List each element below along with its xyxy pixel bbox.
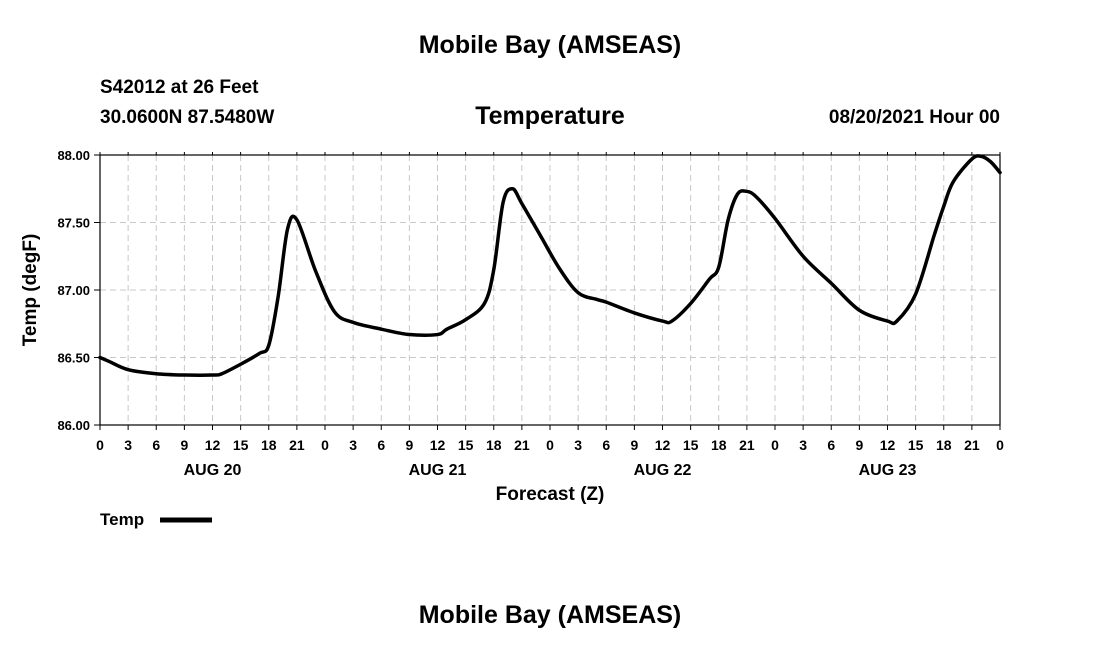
y-axis: 86.00 86.50 87.00 87.50 88.00 xyxy=(57,148,100,433)
day-label: AUG 22 xyxy=(634,462,692,479)
x-tick-label: 12 xyxy=(205,437,221,453)
y-axis-label: Temp (degF) xyxy=(20,234,41,347)
x-axis-label: Forecast (Z) xyxy=(496,484,605,505)
x-tick-label: 15 xyxy=(908,437,924,453)
x-tick-label: 18 xyxy=(936,437,952,453)
x-tick-label: 9 xyxy=(405,437,413,453)
x-tick-label: 3 xyxy=(574,437,582,453)
x-tick-label: 0 xyxy=(321,437,329,453)
grid-lines xyxy=(100,155,1000,425)
x-tick-label: 0 xyxy=(771,437,779,453)
x-tick-label: 6 xyxy=(827,437,835,453)
x-tick-label: 15 xyxy=(233,437,249,453)
x-tick-label: 9 xyxy=(855,437,863,453)
x-tick-label: 3 xyxy=(799,437,807,453)
legend-label: Temp xyxy=(100,510,145,529)
series-group xyxy=(98,154,1002,377)
x-tick-label: 9 xyxy=(180,437,188,453)
x-tick-label: 21 xyxy=(514,437,530,453)
station-coordinates: 30.0600N 87.5480W xyxy=(100,107,275,128)
x-tick-label: 21 xyxy=(739,437,755,453)
variable-title: Temperature xyxy=(475,102,625,130)
page-title: Mobile Bay (AMSEAS) xyxy=(418,31,682,59)
run-time: 08/20/2021 Hour 00 xyxy=(828,107,1000,128)
y-tick-label: 86.00 xyxy=(57,418,90,433)
day-label: AUG 21 xyxy=(409,462,467,479)
x-tick-label: 6 xyxy=(152,437,160,453)
x-tick-label: 3 xyxy=(349,437,357,453)
y-tick-label: 88.00 xyxy=(57,148,90,163)
x-tick-label: 15 xyxy=(458,437,474,453)
x-tick-label: 21 xyxy=(964,437,980,453)
x-tick-label: 0 xyxy=(996,437,1004,453)
x-tick-label: 18 xyxy=(711,437,727,453)
x-tick-label: 12 xyxy=(430,437,446,453)
x-tick-label: 6 xyxy=(377,437,385,453)
x-tick-label: 12 xyxy=(655,437,671,453)
y-tick-label: 87.50 xyxy=(57,216,90,231)
x-axis: 0 3 6 9 12 15 18 21 0 3 6 9 12 15 18 21 0 3 6 9 12 15 18 21 0 3 6 9… xyxy=(96,152,1004,479)
footer-title: Mobile Bay (AMSEAS) xyxy=(418,601,682,629)
x-tick-label: 15 xyxy=(683,437,699,453)
x-tick-label: 0 xyxy=(96,437,104,453)
day-label: AUG 20 xyxy=(184,462,242,479)
y-tick-label: 87.00 xyxy=(57,283,90,298)
x-tick-label: 3 xyxy=(124,437,132,453)
day-label: AUG 23 xyxy=(859,462,917,479)
x-tick-label: 6 xyxy=(602,437,610,453)
x-tick-label: 18 xyxy=(261,437,277,453)
series-line-temp xyxy=(98,154,1002,377)
x-tick-label: 21 xyxy=(289,437,305,453)
x-tick-label: 9 xyxy=(630,437,638,453)
x-tick-label: 0 xyxy=(546,437,554,453)
y-tick-label: 86.50 xyxy=(57,351,90,366)
station-label: S42012 at 26 Feet xyxy=(100,77,259,98)
x-tick-label: 12 xyxy=(880,437,896,453)
x-tick-label: 18 xyxy=(486,437,502,453)
